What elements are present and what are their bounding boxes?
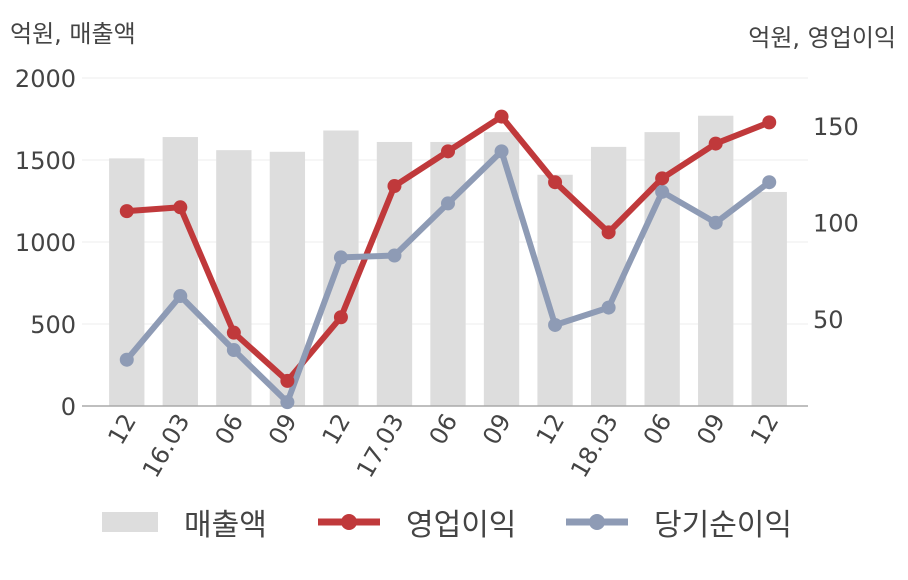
- point-operating-profit: [494, 109, 509, 124]
- point-net-income: [708, 215, 723, 230]
- x-tick-label: 12: [745, 409, 785, 449]
- point-operating-profit: [548, 175, 563, 190]
- bar-revenue: [698, 115, 734, 406]
- point-net-income: [333, 250, 348, 265]
- point-net-income: [226, 343, 241, 358]
- x-tick-label: 12: [102, 409, 142, 449]
- point-net-income: [441, 196, 455, 211]
- x-tick-label: 06: [210, 409, 250, 449]
- y-left-tick-label: 1500: [15, 147, 76, 175]
- legend-label-operating-profit: 영업이익: [406, 508, 517, 543]
- point-net-income: [387, 248, 402, 263]
- legend-swatch-net-income: [566, 514, 628, 530]
- point-net-income: [173, 289, 188, 304]
- point-operating-profit: [333, 310, 348, 325]
- point-net-income: [119, 352, 134, 367]
- legend-item-revenue: 매출액: [100, 500, 267, 544]
- bar-revenue: [216, 150, 252, 406]
- point-operating-profit: [601, 225, 616, 240]
- y-right-tick-label: 100: [813, 210, 859, 238]
- point-operating-profit: [173, 200, 188, 215]
- y-right-tick-label: 150: [813, 113, 859, 141]
- point-net-income: [655, 184, 670, 199]
- y-right-tick-label: 50: [813, 306, 844, 334]
- legend-label-revenue: 매출액: [184, 508, 267, 543]
- y-left-tick-label: 1000: [15, 229, 76, 257]
- legend-swatch-operating-profit: [318, 514, 380, 530]
- bar-revenue: [483, 132, 520, 406]
- point-operating-profit: [226, 325, 241, 340]
- point-net-income: [280, 395, 295, 410]
- legend-item-net-income: 당기순이익: [564, 500, 792, 544]
- point-operating-profit: [119, 204, 134, 219]
- point-net-income: [494, 144, 509, 159]
- legend-label-net-income: 당기순이익: [654, 508, 792, 543]
- x-tick-label: 09: [691, 409, 731, 449]
- point-operating-profit: [387, 179, 402, 194]
- point-net-income: [601, 300, 616, 315]
- y-left-tick-label: 2000: [15, 65, 76, 93]
- point-operating-profit: [280, 373, 295, 388]
- x-tick-label: 18.03: [565, 409, 624, 483]
- x-tick-label: 16.03: [137, 409, 196, 483]
- point-operating-profit: [762, 115, 777, 130]
- bar-revenue: [751, 191, 787, 406]
- y-left-tick-label: 500: [30, 311, 76, 339]
- right-axis-unit: 억원, 영업이익: [748, 24, 896, 52]
- bar-revenue: [323, 130, 359, 407]
- x-tick-label: 17.03: [351, 409, 410, 483]
- point-operating-profit: [708, 136, 723, 151]
- y-left-tick-label: 0: [61, 393, 76, 421]
- point-operating-profit: [441, 144, 455, 159]
- x-tick-label: 06: [638, 409, 678, 449]
- point-operating-profit: [655, 171, 670, 186]
- point-net-income: [762, 175, 777, 190]
- x-tick-label: 06: [424, 409, 464, 449]
- legend-item-operating-profit: 영업이익: [316, 500, 516, 544]
- x-tick-label: 12: [317, 409, 357, 449]
- legend-swatch-revenue: [102, 512, 158, 532]
- point-net-income: [548, 317, 563, 332]
- bar-revenue: [430, 141, 466, 406]
- legend: 매출액 영업이익 당기순이익: [0, 500, 908, 544]
- bar-revenue: [162, 137, 198, 407]
- x-tick-label: 09: [263, 409, 303, 449]
- x-tick-label: 09: [477, 409, 517, 449]
- bar-revenue: [109, 158, 145, 406]
- left-axis-unit: 억원, 매출액: [10, 20, 136, 48]
- x-tick-label: 12: [531, 409, 571, 449]
